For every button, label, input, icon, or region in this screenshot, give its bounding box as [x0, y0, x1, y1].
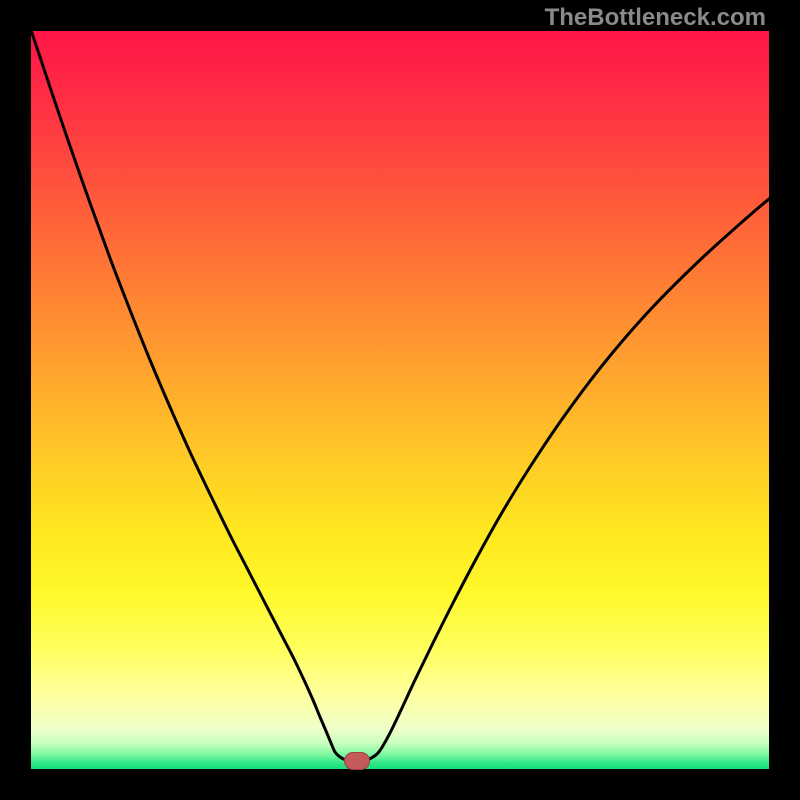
optimum-marker: [344, 752, 370, 770]
chart-container: TheBottleneck.com: [0, 0, 800, 800]
plot-area: [31, 31, 769, 769]
bottleneck-curve: [31, 31, 769, 769]
watermark-label: TheBottleneck.com: [545, 4, 766, 32]
